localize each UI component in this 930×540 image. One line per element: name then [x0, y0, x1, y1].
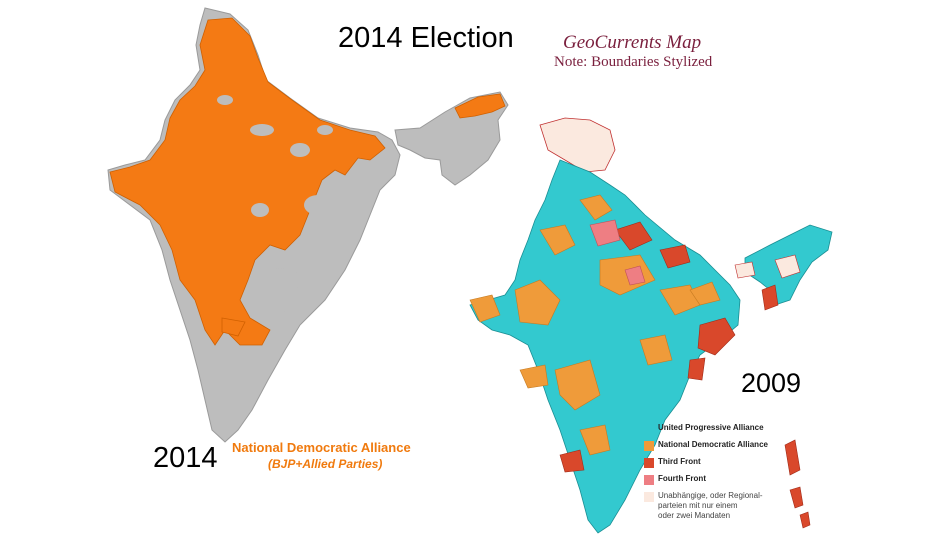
nda-sublabel: (BJP+Allied Parties) — [268, 457, 383, 471]
legend-label-third-front: Third Front — [658, 457, 701, 466]
map-2009-nda-regions — [469, 194, 721, 456]
legend-item-upa: United Progressive Alliance — [644, 423, 784, 434]
map-credit: GeoCurrents Map — [563, 32, 702, 53]
nda-label: National Democratic Alliance — [232, 440, 411, 455]
legend-item-independents: Unabhängige, oder Regional- parteien mit… — [644, 491, 784, 521]
legend-swatch-independents — [644, 492, 654, 502]
legend-label-upa: United Progressive Alliance — [658, 423, 764, 432]
legend-swatch-nda — [644, 441, 654, 451]
legend-item-nda: National Democratic Alliance — [644, 440, 784, 451]
map-2009 — [469, 117, 833, 534]
map-2014 — [107, 7, 509, 443]
map-2014-other-regions — [217, 95, 333, 312]
map-2014-nda-region — [109, 17, 386, 346]
map-2009-third-front-regions — [559, 221, 811, 529]
legend-2009: United Progressive Alliance National Dem… — [644, 423, 784, 527]
legend-label-nda: National Democratic Alliance — [658, 440, 768, 449]
year-label-2014: 2014 — [153, 442, 218, 474]
legend-item-third-front: Third Front — [644, 457, 784, 468]
legend-label-independents: Unabhängige, oder Regional- parteien mit… — [658, 491, 763, 520]
legend-label-fourth-front: Fourth Front — [658, 474, 706, 483]
legend-swatch-third-front — [644, 458, 654, 468]
boundaries-note: Note: Boundaries Stylized — [554, 54, 713, 70]
map-2014-nda-northeast — [454, 93, 506, 119]
map-2009-fourth-front-regions — [589, 219, 646, 286]
year-label-2009: 2009 — [741, 368, 802, 398]
map-2009-independent-regions — [734, 254, 801, 279]
legend-swatch-upa — [644, 424, 654, 434]
legend-item-fourth-front: Fourth Front — [644, 474, 784, 485]
map-title: 2014 Election — [338, 22, 514, 54]
map-2014-nda-south — [221, 317, 246, 337]
map-2009-kashmir — [539, 117, 616, 173]
legend-swatch-fourth-front — [644, 475, 654, 485]
